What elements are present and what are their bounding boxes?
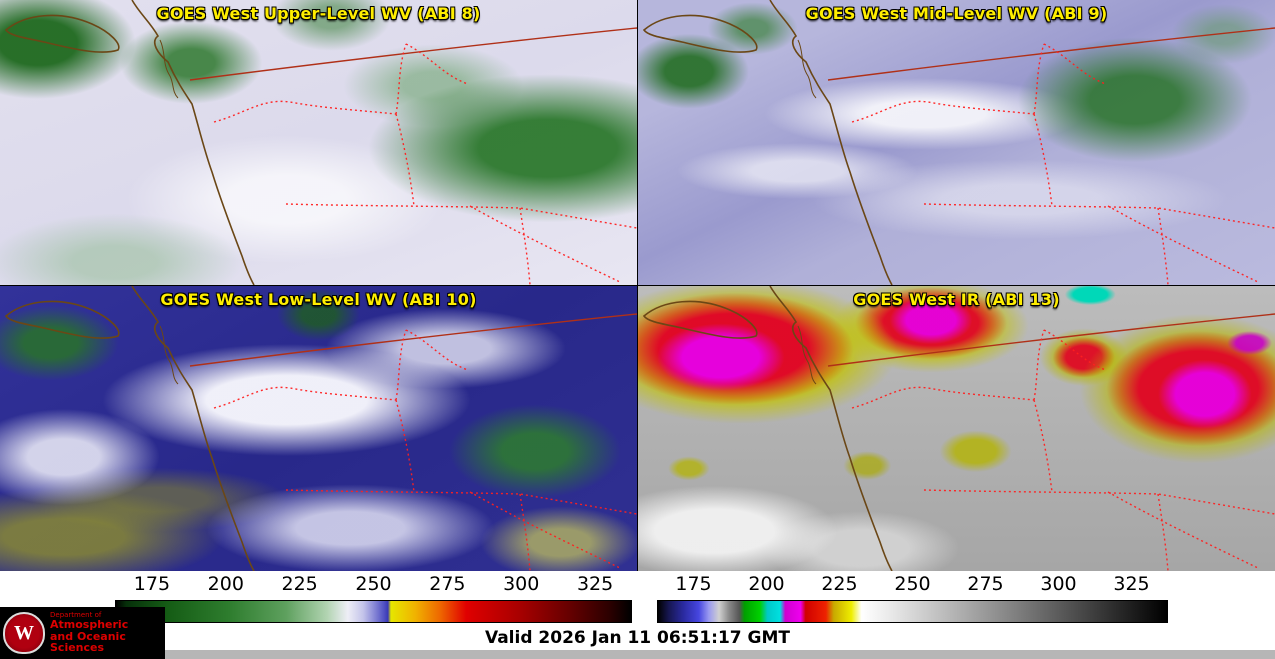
tick-label: 250 xyxy=(894,573,931,595)
panel-low-level-wv: GOES West Low-Level WV (ABI 10) xyxy=(0,286,637,571)
wv-colorbar-ticks: 175 200 225 250 275 300 325 xyxy=(115,573,632,597)
panel-title: GOES West Upper-Level WV (ABI 8) xyxy=(156,4,481,23)
bottom-strip xyxy=(165,650,1275,659)
ir-colorbar-group: 175 200 225 250 275 300 325 xyxy=(657,571,1168,625)
ir-colorbar-ticks: 175 200 225 250 275 300 325 xyxy=(657,573,1168,597)
tick-label: 225 xyxy=(821,573,858,595)
logo-line-1: Department of xyxy=(50,611,102,619)
tick-label: 275 xyxy=(967,573,1004,595)
logo-line-2: Atmospheric xyxy=(50,618,129,632)
tick-label: 200 xyxy=(207,573,244,595)
uw-crest-icon: W xyxy=(3,612,45,654)
map-overlay xyxy=(643,286,1275,571)
legend-bar: 175 200 225 250 275 300 325 175 200 225 … xyxy=(0,571,1275,659)
tick-label: 175 xyxy=(133,573,171,595)
panel-title: GOES West Low-Level WV (ABI 10) xyxy=(160,290,477,309)
wv-colorbar-group: 175 200 225 250 275 300 325 xyxy=(115,571,632,625)
tick-label: 225 xyxy=(281,573,318,595)
map-overlay xyxy=(5,286,637,571)
tick-label: 250 xyxy=(355,573,392,595)
tick-label: 325 xyxy=(1113,573,1150,595)
valid-time: Valid 2026 Jan 11 06:51:17 GMT xyxy=(484,628,791,648)
panel-ir: GOES West IR (ABI 13) xyxy=(638,286,1275,571)
map-overlay xyxy=(5,0,637,285)
uw-aos-logo: W Department of Atmospheric and Oceanic … xyxy=(0,607,165,659)
tick-label: 200 xyxy=(748,573,785,595)
tick-label: 300 xyxy=(1040,573,1077,595)
panel-title: GOES West IR (ABI 13) xyxy=(853,290,1060,309)
ir-colorbar xyxy=(657,600,1168,623)
panel-upper-level-wv: GOES West Upper-Level WV (ABI 8) xyxy=(0,0,637,285)
tick-label: 325 xyxy=(576,573,614,595)
panel-mid-level-wv: GOES West Mid-Level WV (ABI 9) xyxy=(638,0,1275,285)
wv-colorbar xyxy=(115,600,632,623)
tick-label: 300 xyxy=(503,573,540,595)
crest-letter: W xyxy=(14,621,34,644)
tick-label: 175 xyxy=(675,573,712,595)
logo-text: Department of Atmospheric and Oceanic Sc… xyxy=(50,611,165,655)
map-overlay xyxy=(643,0,1275,285)
logo-line-3: and Oceanic Sciences xyxy=(50,629,126,655)
tick-label: 275 xyxy=(429,573,466,595)
panel-title: GOES West Mid-Level WV (ABI 9) xyxy=(805,4,1108,23)
